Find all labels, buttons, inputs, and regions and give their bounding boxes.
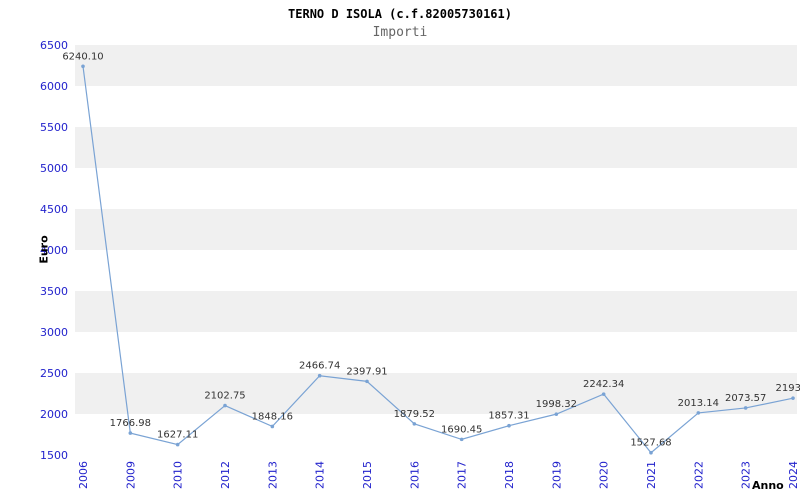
data-point-label: 1879.52 (394, 409, 435, 420)
chart-subtitle: Importi (372, 25, 428, 40)
data-point-label: 1627.11 (157, 430, 198, 441)
data-point (649, 450, 653, 455)
y-tick-label: 3000 (40, 326, 68, 339)
data-point-label: 1848.16 (252, 411, 293, 422)
x-tick-label: 2010 (172, 461, 185, 489)
x-tick-label: 2009 (124, 461, 137, 489)
data-point (743, 406, 748, 410)
chart-title: TERNO D ISOLA (c.f.82005730161) (288, 7, 512, 21)
data-point (365, 379, 369, 384)
x-tick-label: 2024 (787, 461, 800, 489)
y-tick-label: 6500 (40, 39, 68, 52)
x-tick-label: 2013 (266, 461, 279, 489)
data-point-label: 2397.91 (346, 366, 387, 377)
x-tick-label: 2021 (645, 461, 658, 489)
x-tick-label: 2018 (503, 461, 516, 489)
x-tick-label: 2022 (692, 461, 705, 489)
x-tick-label: 2006 (77, 461, 90, 489)
data-point (507, 423, 511, 428)
data-point (175, 442, 180, 447)
data-point-label: 6240.10 (62, 51, 103, 62)
data-point-label: 2466.74 (299, 361, 340, 372)
plot-band (75, 291, 797, 332)
plot-band (75, 373, 797, 414)
data-line (82, 66, 794, 454)
plot-band (75, 332, 797, 373)
plot-band (75, 45, 797, 86)
x-tick-label: 2017 (456, 461, 469, 489)
plot-band (75, 127, 797, 168)
data-point-label: 1857.31 (488, 411, 529, 422)
data-point-label: 1998.32 (536, 399, 577, 410)
data-point-label: 2242.34 (583, 379, 624, 390)
x-tick-label: 2019 (550, 461, 563, 489)
plot-band (75, 168, 797, 209)
data-point (81, 64, 85, 69)
y-tick-label: 2000 (40, 408, 68, 421)
data-point-label: 2102.75 (204, 391, 245, 402)
data-point (791, 396, 795, 400)
data-point-label: 1690.45 (441, 424, 482, 435)
data-point (696, 411, 701, 415)
y-tick-label: 2500 (40, 367, 68, 380)
data-point-label: 2013.14 (678, 398, 719, 409)
data-point-label: 1527.68 (630, 438, 671, 449)
y-tick-label: 6000 (40, 80, 68, 93)
plot-band (75, 250, 797, 291)
plot-band (75, 414, 797, 455)
data-point (554, 412, 559, 416)
data-point-label: 2073.57 (725, 393, 766, 404)
y-tick-label: 5500 (40, 121, 68, 134)
data-point (412, 422, 417, 426)
data-point-label: 2193.2 (776, 383, 800, 394)
x-tick-label: 2020 (598, 461, 611, 489)
data-point (223, 403, 227, 408)
data-point (270, 424, 275, 429)
y-tick-label: 5000 (40, 162, 68, 175)
plot-band (75, 86, 797, 127)
plot-band (75, 209, 797, 250)
data-point (459, 437, 464, 442)
data-point (601, 392, 606, 396)
x-axis-label: Anno (752, 479, 784, 492)
y-axis-label: Euro (37, 235, 51, 264)
x-tick-label: 2016 (408, 461, 421, 489)
data-point-label: 1766.98 (110, 418, 151, 429)
x-tick-label: 2014 (314, 461, 327, 489)
x-tick-label: 2015 (361, 461, 374, 489)
y-tick-label: 4000 (40, 244, 68, 257)
data-point (128, 431, 133, 435)
y-tick-label: 1500 (40, 449, 68, 462)
x-tick-label: 2012 (219, 461, 232, 489)
y-tick-label: 3500 (40, 285, 68, 298)
data-point (317, 373, 322, 378)
y-tick-label: 4500 (40, 203, 68, 216)
x-tick-label: 2023 (740, 461, 753, 489)
